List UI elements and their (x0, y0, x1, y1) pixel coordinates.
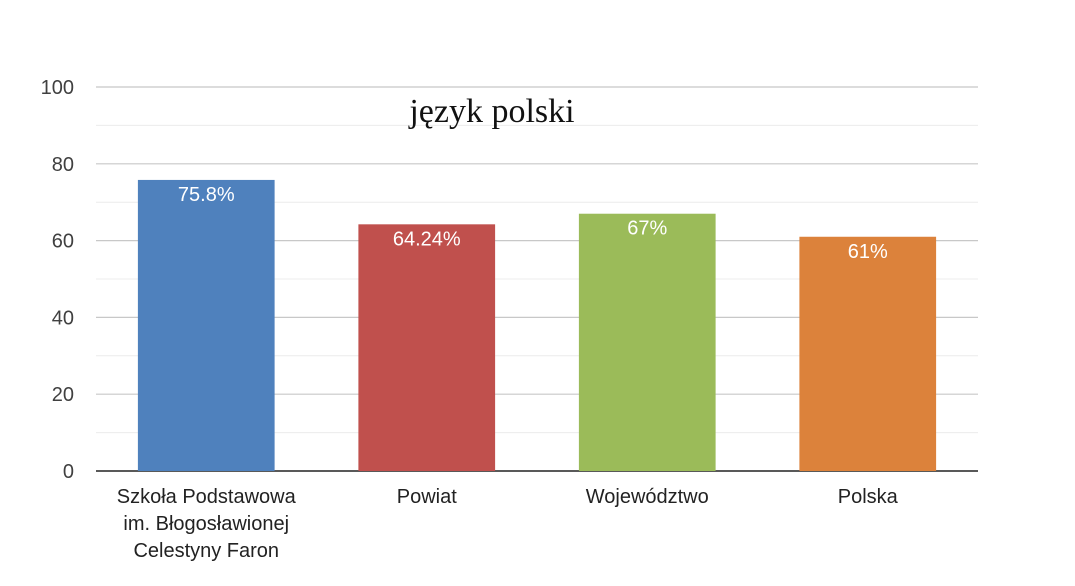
bar-4 (799, 236, 937, 471)
bar-2 (358, 224, 496, 471)
bar-1 (137, 179, 275, 472)
category-label-line: im. Błogosławionej (123, 513, 289, 535)
category-label-line: Celestyny Faron (133, 540, 279, 562)
category-label-line: Polska (838, 486, 899, 508)
axis-layer: 0 20 40 60 80 100 (41, 77, 978, 483)
y-tick-label: 60 (52, 231, 74, 253)
category-label-1: Szkoła Podstawowa im. Błogosławionej Celes… (117, 486, 297, 562)
category-label-3: Województwo (586, 486, 709, 508)
category-label-line: Szkoła Podstawowa (117, 486, 297, 508)
category-label-line: Województwo (586, 486, 709, 508)
label-layer: 75.8% Szkoła Podstawowa im. Błogosławionej… (117, 184, 899, 562)
bar-layer (137, 179, 937, 472)
chart-title: język polski (408, 93, 574, 130)
data-label-2: 64.24% (393, 228, 461, 250)
bar-3 (578, 213, 716, 471)
y-tick-label: 80 (52, 154, 74, 176)
category-label-4: Polska (838, 486, 899, 508)
y-tick-label: 100 (41, 77, 74, 99)
y-tick-label: 20 (52, 384, 74, 406)
y-tick-label: 40 (52, 307, 74, 329)
category-label-2: Powiat (397, 486, 457, 508)
data-label-1: 75.8% (178, 184, 235, 206)
category-label-line: Powiat (397, 486, 457, 508)
data-label-3: 67% (627, 218, 667, 240)
data-label-4: 61% (848, 241, 888, 263)
y-tick-label: 0 (63, 461, 74, 483)
